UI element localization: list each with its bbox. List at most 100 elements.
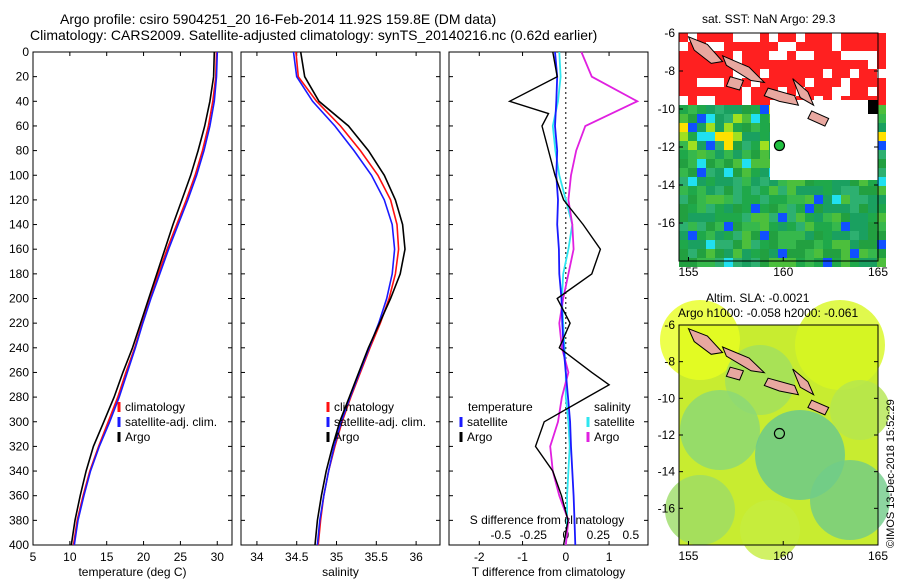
sst-cell (868, 195, 877, 204)
sst-cell (787, 51, 796, 60)
sst-cell (697, 96, 706, 105)
sst-cell (724, 159, 733, 168)
sst-cell (724, 177, 733, 186)
sst-cell (733, 195, 742, 204)
sst-cell (805, 177, 814, 186)
sst-cell (823, 60, 832, 69)
sst-cell (751, 195, 760, 204)
sst-cell (715, 42, 724, 51)
sst-cell (760, 114, 769, 123)
sst-cell (859, 177, 868, 186)
sst-cell (751, 42, 760, 51)
sst-cell (733, 114, 742, 123)
sst-cell (679, 213, 688, 222)
sst-cell (760, 60, 769, 69)
sst-cell (706, 87, 715, 96)
sst-cell (751, 60, 760, 69)
sst-cell (877, 177, 886, 186)
sst-cell (733, 69, 742, 78)
sst-cell (778, 195, 787, 204)
temperature-xlabel: temperature (deg C) (78, 565, 186, 579)
sst-cell (832, 177, 841, 186)
sst-cell (850, 213, 859, 222)
sst-cell (679, 87, 688, 96)
temperature-climatology-line (72, 51, 218, 546)
sst-cell (760, 231, 769, 240)
sst-cell (706, 141, 715, 150)
sst-cell (715, 96, 724, 105)
sst-cell (724, 87, 733, 96)
y-tick-label: 140 (9, 218, 29, 232)
y-tick-label: 280 (9, 390, 29, 404)
difference-xlabel: T difference from climatology (472, 565, 626, 579)
sst-cell (715, 150, 724, 159)
sst-cell (787, 177, 796, 186)
sst-cell (778, 51, 787, 60)
island (792, 78, 815, 107)
sst-cell (877, 105, 886, 114)
sst-cell (832, 186, 841, 195)
sst-cell (868, 186, 877, 195)
sst-cell (850, 177, 859, 186)
sst-cell (724, 213, 733, 222)
sst-cell (715, 168, 724, 177)
sst-cell (697, 132, 706, 141)
temperature-satellite-difference-line (554, 51, 577, 546)
sst-cell (778, 213, 787, 222)
sst-cell (688, 159, 697, 168)
sst-cell (805, 78, 814, 87)
sst-cell (769, 186, 778, 195)
sst-cell (688, 96, 697, 105)
sst-cell (778, 249, 787, 258)
sst-cell (733, 213, 742, 222)
sst-cell (733, 132, 742, 141)
x-tick-label: 35.5 (365, 550, 389, 564)
sst-cell (814, 195, 823, 204)
sst-cell (823, 42, 832, 51)
island (721, 346, 766, 374)
sst-cell (832, 222, 841, 231)
sst-cell (697, 87, 706, 96)
sst-cell (742, 87, 751, 96)
island (725, 366, 745, 381)
sst-cell (715, 141, 724, 150)
sst-cell (796, 240, 805, 249)
sst-cell (688, 114, 697, 123)
sst-cell (679, 60, 688, 69)
sst-cell (814, 51, 823, 60)
sst-cell (868, 60, 877, 69)
sst-cell (859, 231, 868, 240)
sla-map: 155 160 165 -6 -8 -10 -12 -14 -16 (658, 300, 890, 563)
sst-cell (697, 69, 706, 78)
salinity-legend-satellite-label: satellite-adj. clim. (334, 415, 426, 429)
sst-cell (805, 60, 814, 69)
sst-cell (760, 123, 769, 132)
sst-cell (796, 69, 805, 78)
sst-missing-region (770, 100, 878, 180)
salinity-legend-climatology-label: climatology (334, 400, 394, 414)
sst-cell (679, 249, 688, 258)
sst-cell (715, 33, 724, 42)
sst-cell (760, 132, 769, 141)
sst-cell (760, 159, 769, 168)
sst-cell (688, 78, 697, 87)
sst-cell (859, 78, 868, 87)
sst-cell (697, 231, 706, 240)
sst-cell (679, 258, 688, 267)
sst-cell (751, 123, 760, 132)
sst-cell (706, 159, 715, 168)
sst-cell (832, 60, 841, 69)
sst-cell (823, 249, 832, 258)
sst-cell (724, 33, 733, 42)
sst-cell (778, 33, 787, 42)
sst-cell (841, 204, 850, 213)
sst-cell (706, 195, 715, 204)
sst-cell (751, 114, 760, 123)
sst-cell (679, 231, 688, 240)
sst-cell (859, 33, 868, 42)
sst-cell (859, 240, 868, 249)
sst-cell (814, 87, 823, 96)
sst-cell (715, 51, 724, 60)
sst-cell (679, 51, 688, 60)
sst-cell (778, 186, 787, 195)
